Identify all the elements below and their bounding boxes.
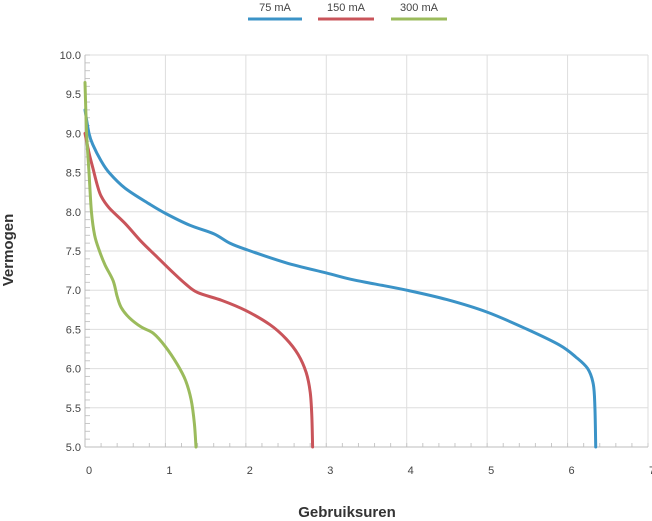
y-tick-label: 10.0	[60, 50, 81, 62]
y-tick-label: 8.5	[66, 168, 81, 180]
legend-label: 300 mA	[400, 2, 439, 14]
y-tick-label: 5.5	[66, 403, 81, 415]
x-tick-label: 4	[408, 465, 414, 477]
legend-label: 150 mA	[327, 2, 366, 14]
y-tick-label: 8.0	[66, 207, 81, 219]
x-tick-label: 1	[166, 465, 172, 477]
y-axis-title: Vermogen	[0, 214, 17, 287]
series-line	[83, 108, 598, 449]
legend: 75 mA 150 mA 300 mA	[248, 2, 447, 21]
y-tick-label: 6.5	[66, 324, 81, 336]
y-tick-label: 7.5	[66, 246, 81, 258]
y-tick-label: 5.0	[66, 442, 81, 454]
series-line	[83, 80, 198, 449]
axes: 5.0 5.5 6.0 6.5 7.0 7.5 8.0 8.5 9.0 9.5 10.0 0 1 2 3 4 5…	[60, 50, 652, 477]
y-tick-label: 6.0	[66, 364, 81, 376]
x-tick-label: 0	[86, 465, 92, 477]
legend-label: 75 mA	[259, 2, 291, 14]
y-tick-label: 9.5	[66, 89, 81, 101]
grid	[85, 54, 649, 447]
x-tick-label: 5	[488, 465, 494, 477]
x-axis-title: Gebruiksuren	[298, 504, 396, 521]
series-line	[83, 131, 315, 449]
series-lines	[83, 80, 598, 449]
y-tick-label: 9.0	[66, 128, 81, 140]
x-tick-label: 3	[327, 465, 333, 477]
x-tick-label: 7	[649, 465, 652, 477]
x-tick-label: 2	[247, 465, 253, 477]
y-tick-label: 7.0	[66, 285, 81, 297]
x-tick-label: 6	[569, 465, 575, 477]
